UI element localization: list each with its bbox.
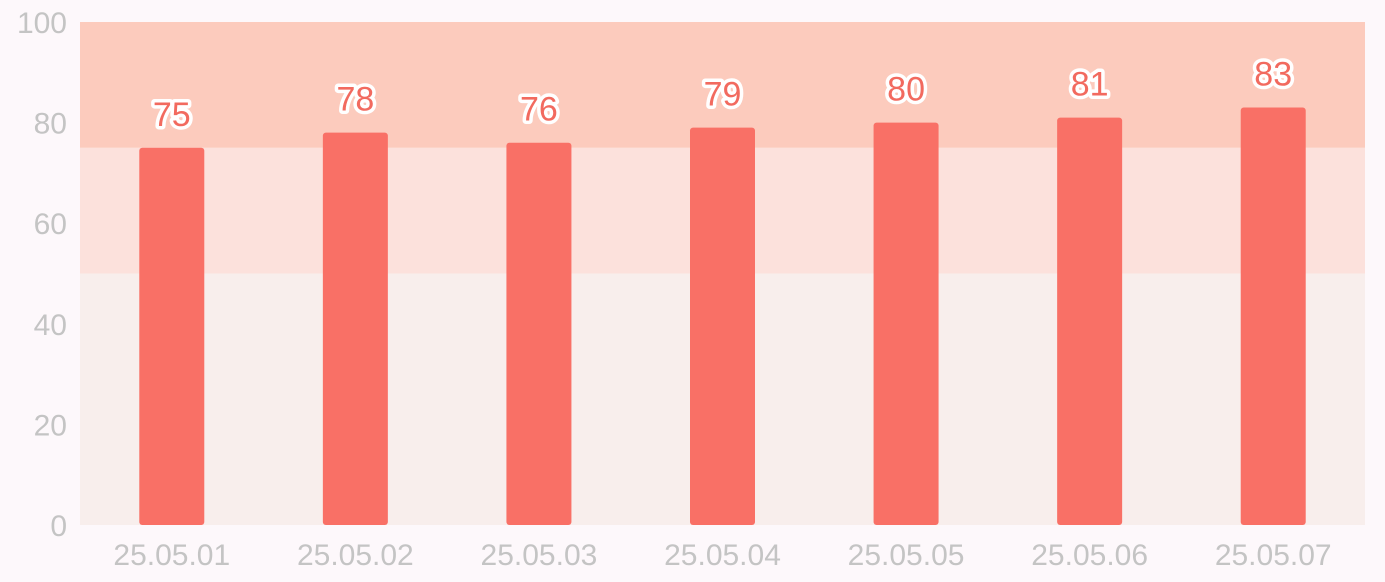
x-tick-label-25.05.04: 25.05.04: [664, 539, 781, 572]
data-label-25.05.07: 83: [1254, 56, 1292, 94]
x-tick-label-25.05.06: 25.05.06: [1031, 539, 1148, 572]
y-tick-label-20: 20: [34, 409, 67, 442]
bar-25.05.07: [1240, 107, 1306, 525]
bar-25.05.01: [139, 147, 205, 525]
data-labels-group: 75 78 76 79 80 81 83: [149, 52, 1295, 137]
y-tick-label-60: 60: [34, 208, 67, 241]
y-tick-label-40: 40: [34, 309, 67, 342]
bar-25.05.03: [506, 142, 572, 525]
y-axis: 0 20 40 60 80 100: [17, 7, 67, 543]
y-tick-label-80: 80: [34, 108, 67, 141]
x-tick-label-25.05.01: 25.05.01: [113, 539, 230, 572]
bar-25.05.02: [322, 132, 388, 525]
data-label-25.05.03: 76: [520, 91, 558, 129]
bar-25.05.06: [1057, 117, 1123, 525]
x-tick-label-25.05.07: 25.05.07: [1215, 539, 1332, 572]
data-label-25.05.05: 80: [887, 71, 925, 109]
y-tick-label-0: 0: [50, 510, 67, 543]
x-tick-label-25.05.02: 25.05.02: [297, 539, 414, 572]
bar-25.05.04: [690, 127, 755, 525]
x-tick-label-25.05.05: 25.05.05: [848, 539, 965, 572]
y-tick-label-100: 100: [17, 7, 67, 40]
data-label-25.05.02: 78: [336, 81, 374, 119]
data-label-25.05.06: 81: [1071, 66, 1109, 104]
bar-25.05.05: [873, 122, 939, 525]
data-label-25.05.04: 79: [704, 76, 742, 114]
data-label-25.05.01: 75: [153, 96, 191, 134]
x-tick-label-25.05.03: 25.05.03: [481, 539, 598, 572]
x-axis: 25.05.01 25.05.02 25.05.03 25.05.04 25.05.05…: [113, 539, 1331, 572]
background-band-2: [80, 22, 1365, 148]
bars-group: [139, 107, 1306, 525]
